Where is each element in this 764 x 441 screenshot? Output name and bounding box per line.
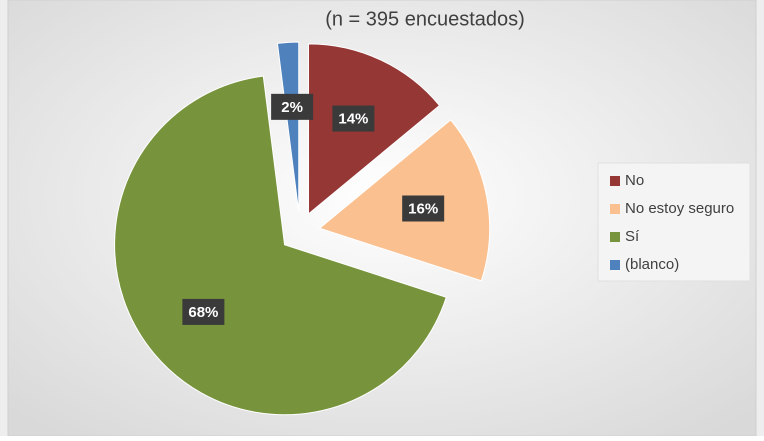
legend-label: No estoy seguro <box>625 200 734 217</box>
pie-slice <box>114 75 447 416</box>
data-label: 2% <box>281 99 303 116</box>
pie-slice <box>276 41 300 213</box>
legend-box <box>597 162 751 282</box>
data-label: 16% <box>408 200 438 217</box>
legend-label: (blanco) <box>625 256 679 273</box>
data-label-box <box>271 93 314 120</box>
data-label-box <box>402 195 445 222</box>
legend-swatch <box>610 204 620 214</box>
chart-subtitle: (n = 395 encuestados) <box>325 8 525 30</box>
legend-label: No <box>625 172 644 189</box>
data-label: 14% <box>338 111 368 128</box>
legend-swatch <box>610 260 620 270</box>
data-label-box <box>182 298 225 325</box>
legend-label: Sí <box>625 228 640 245</box>
legend-swatch <box>610 176 620 186</box>
data-label: 68% <box>188 304 218 321</box>
data-label-box <box>332 105 375 132</box>
legend-swatch <box>610 232 620 242</box>
